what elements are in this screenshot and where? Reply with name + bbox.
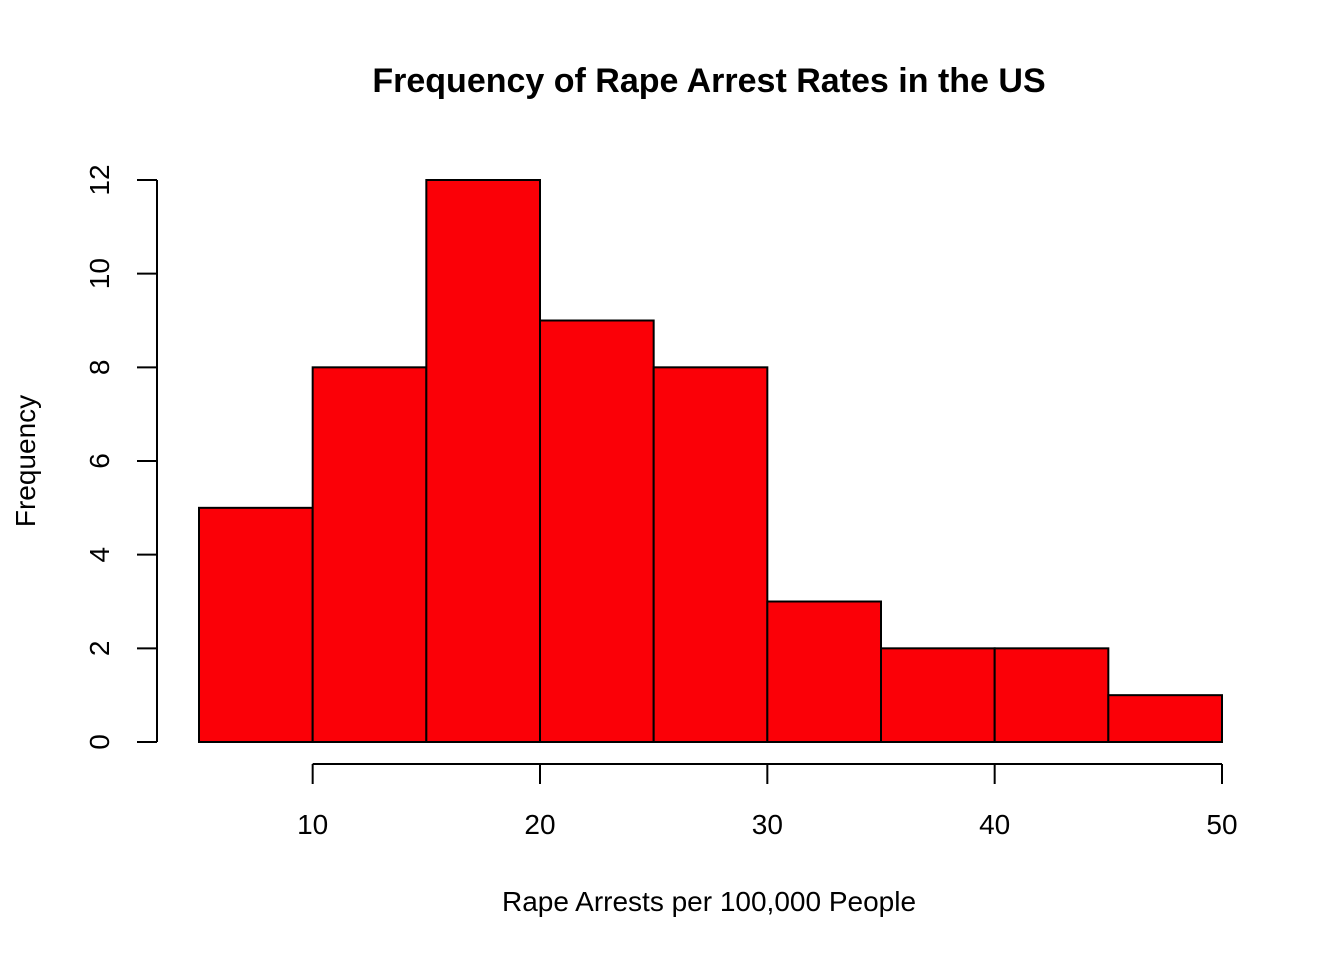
y-tick-label-2: 2	[84, 641, 115, 657]
histogram-bar-10-15	[311, 366, 428, 743]
y-axis-label: Frequency	[10, 395, 41, 527]
histogram-bar-40-45	[993, 647, 1110, 743]
bars-group	[198, 179, 1224, 744]
x-tick-label-20: 20	[524, 809, 555, 840]
chart-title: Frequency of Rape Arrest Rates in the US	[372, 62, 1045, 100]
y-tick-label-4: 4	[84, 547, 115, 563]
histogram-bar-20-25	[539, 319, 655, 743]
histogram-bar-25-30	[652, 366, 769, 743]
y-tick-label-6: 6	[84, 453, 115, 469]
x-tick-label-50: 50	[1206, 809, 1237, 840]
x-tick-label-40: 40	[979, 809, 1010, 840]
y-tick-label-8: 8	[84, 360, 115, 376]
y-tick-label-10: 10	[84, 258, 115, 289]
x-tick-label-30: 30	[752, 809, 783, 840]
y-tick-label-0: 0	[84, 734, 115, 750]
x-axis-label: Rape Arrests per 100,000 People	[502, 886, 916, 917]
histogram-bar-5-10	[198, 506, 314, 744]
y-axis: 0 2 4 6 8 10 12	[84, 164, 158, 750]
y-tick-label-12: 12	[84, 164, 115, 195]
x-tick-label-10: 10	[297, 809, 328, 840]
histogram-bar-35-40	[880, 647, 996, 743]
histogram-bar-15-20	[425, 179, 542, 743]
histogram-bar-45-50	[1107, 694, 1224, 744]
x-axis: 10 20 30 40 50	[297, 763, 1238, 840]
histogram-bar-30-35	[766, 600, 882, 743]
